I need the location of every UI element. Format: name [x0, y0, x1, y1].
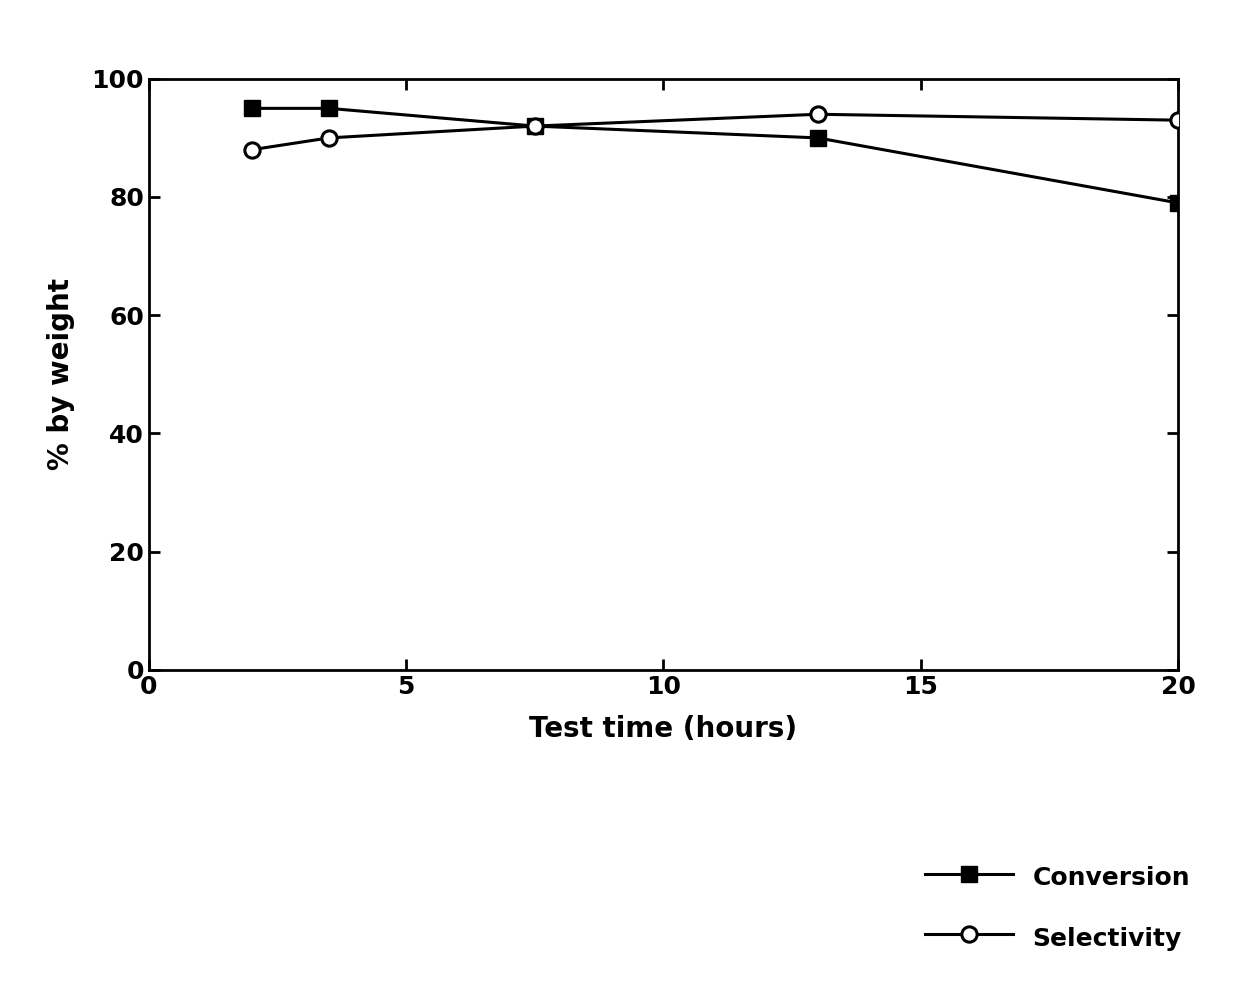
- X-axis label: Test time (hours): Test time (hours): [529, 715, 797, 744]
- Y-axis label: % by weight: % by weight: [47, 279, 74, 470]
- Legend: Conversion, Selectivity: Conversion, Selectivity: [925, 862, 1190, 952]
